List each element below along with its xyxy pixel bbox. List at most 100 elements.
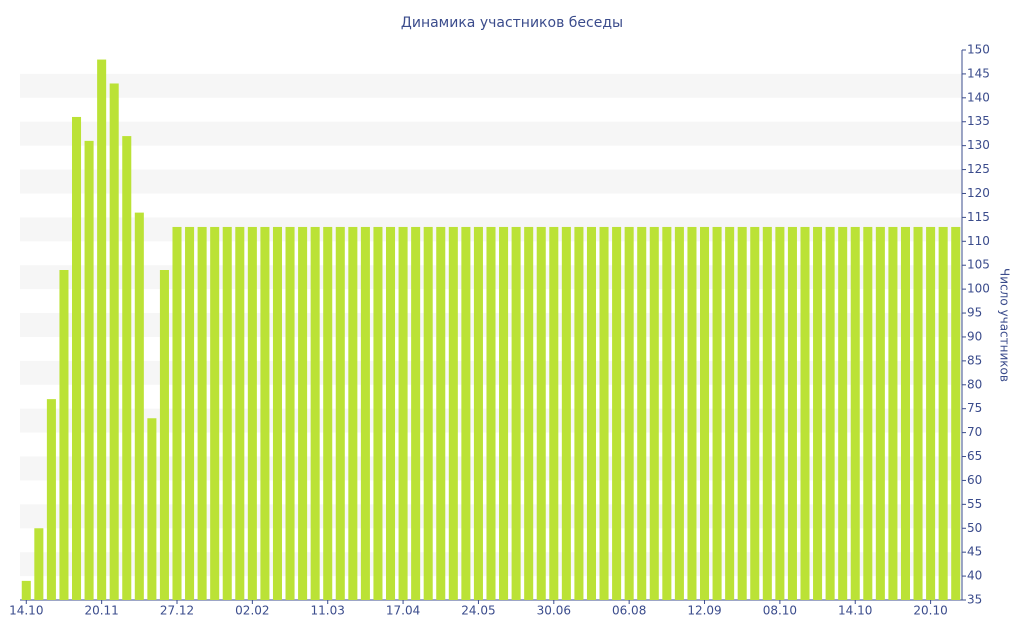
bar <box>499 226 509 600</box>
x-tick-label: 11.03 <box>311 604 345 618</box>
y-tick-label: 125 <box>967 162 990 176</box>
bar <box>662 226 672 600</box>
bar <box>122 136 132 600</box>
bar <box>649 226 659 600</box>
y-tick-label: 65 <box>967 449 982 463</box>
bar <box>235 226 245 600</box>
y-tick-label: 70 <box>967 425 982 439</box>
y-tick-label: 150 <box>967 43 990 57</box>
bar <box>59 270 69 600</box>
bar <box>838 226 848 600</box>
bar <box>888 226 898 600</box>
grid-band <box>20 73 962 98</box>
bar <box>637 226 647 600</box>
grid-band <box>20 121 962 146</box>
x-tick-label: 24.05 <box>461 604 495 618</box>
bar <box>750 226 760 600</box>
bar <box>172 226 182 600</box>
bar <box>21 580 31 600</box>
x-tick-label: 08.10 <box>763 604 797 618</box>
x-tick-label: 27.12 <box>160 604 194 618</box>
y-tick-label: 50 <box>967 521 982 535</box>
bar <box>210 226 220 600</box>
bar <box>850 226 860 600</box>
x-tick-label: 14.10 <box>9 604 43 618</box>
y-tick-label: 110 <box>967 234 990 248</box>
bar <box>97 59 107 601</box>
bar <box>938 226 948 600</box>
bar <box>360 226 370 600</box>
bar <box>71 116 82 601</box>
bar <box>348 226 358 600</box>
bar <box>900 226 911 600</box>
bar <box>272 226 283 600</box>
bar <box>436 226 446 600</box>
bar <box>373 226 383 600</box>
y-tick-label: 140 <box>967 90 990 104</box>
bar <box>687 226 697 600</box>
bar <box>134 212 144 600</box>
y-tick-label: 85 <box>967 353 982 367</box>
bar <box>511 226 521 600</box>
y-tick-label: 60 <box>967 473 982 487</box>
y-tick-label: 100 <box>967 282 990 296</box>
y-tick-label: 130 <box>967 138 990 152</box>
bar <box>260 226 270 600</box>
y-tick-label: 120 <box>967 186 990 200</box>
bar <box>222 226 232 600</box>
chart-title: Динамика участников беседы <box>401 15 623 31</box>
bar <box>787 226 797 600</box>
bar <box>448 226 458 600</box>
bar <box>574 226 584 600</box>
y-axis-title: Число участников <box>998 268 1012 382</box>
bar <box>34 528 44 600</box>
bar <box>147 418 157 600</box>
bar <box>398 226 408 600</box>
bar <box>725 226 735 600</box>
x-tick-label: 12.09 <box>687 604 721 618</box>
bar <box>411 226 421 600</box>
grid-band <box>20 169 962 194</box>
y-tick-label: 40 <box>967 569 982 583</box>
bar <box>536 226 546 600</box>
bar <box>109 83 119 600</box>
x-tick-label: 06.08 <box>612 604 646 618</box>
bar <box>524 226 534 600</box>
bar <box>699 226 710 600</box>
y-tick-label: 105 <box>967 258 990 272</box>
bar <box>285 226 295 600</box>
bar <box>913 226 923 600</box>
bar <box>926 226 936 600</box>
bar <box>863 226 873 600</box>
bar <box>737 226 747 600</box>
bar <box>624 226 634 600</box>
bar <box>775 226 785 600</box>
bar <box>473 226 483 600</box>
bar <box>310 226 320 600</box>
bar <box>674 226 684 600</box>
y-tick-label: 145 <box>967 66 990 80</box>
bar <box>549 226 559 600</box>
bar <box>762 226 772 600</box>
y-tick-label: 80 <box>967 377 982 391</box>
bar <box>813 226 823 600</box>
bar <box>586 226 597 600</box>
bar <box>825 226 835 600</box>
bar <box>46 399 56 600</box>
bar <box>197 226 207 600</box>
bar <box>486 226 496 600</box>
y-tick-label: 90 <box>967 329 982 343</box>
bar <box>423 226 433 600</box>
bar <box>461 226 471 600</box>
y-tick-label: 35 <box>967 593 982 607</box>
x-tick-label: 20.11 <box>84 604 118 618</box>
bar <box>951 226 961 600</box>
y-tick-label: 115 <box>967 210 990 224</box>
y-tick-label: 45 <box>967 545 982 559</box>
x-tick-label: 14.10 <box>838 604 872 618</box>
bar <box>159 270 169 600</box>
bar <box>185 226 195 600</box>
x-tick-label: 17.04 <box>386 604 420 618</box>
bar <box>561 226 571 600</box>
